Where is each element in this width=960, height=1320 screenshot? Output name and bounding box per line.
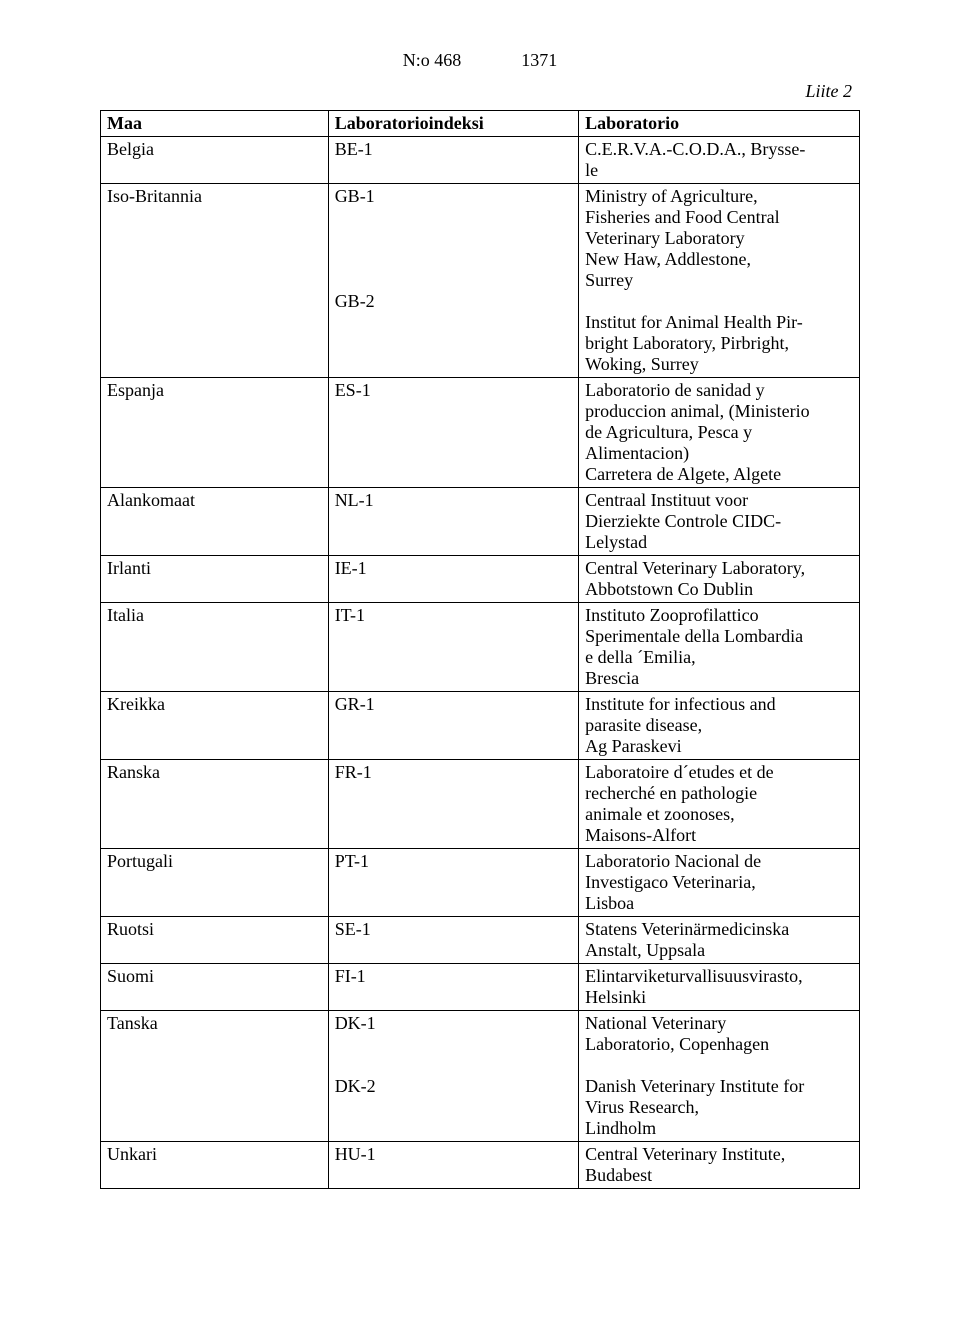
cell-index: IT-1 <box>328 603 578 692</box>
cell-lab: National Veterinary Laboratorio, Copenha… <box>579 1011 860 1142</box>
table-row: BelgiaBE-1C.E.R.V.A.-C.O.D.A., Brysse- l… <box>101 137 860 184</box>
cell-country: Iso-Britannia <box>101 184 329 378</box>
col-index: Laboratorioindeksi <box>328 111 578 137</box>
header-line: N:o 468 1371 <box>100 50 860 71</box>
cell-country: Irlanti <box>101 556 329 603</box>
cell-country: Portugali <box>101 849 329 917</box>
table-row: EspanjaES-1Laboratorio de sanidad y prod… <box>101 378 860 488</box>
cell-country: Kreikka <box>101 692 329 760</box>
cell-index: FR-1 <box>328 760 578 849</box>
table-body: BelgiaBE-1C.E.R.V.A.-C.O.D.A., Brysse- l… <box>101 137 860 1189</box>
attachment-label: Liite 2 <box>100 81 860 102</box>
cell-lab: Ministry of Agriculture, Fisheries and F… <box>579 184 860 378</box>
cell-index: NL-1 <box>328 488 578 556</box>
page: N:o 468 1371 Liite 2 Maa Laboratorioinde… <box>0 0 960 1320</box>
table-row: SuomiFI-1Elintarviketurvallisuusvirasto,… <box>101 964 860 1011</box>
table-row: AlankomaatNL-1Centraal Instituut voor Di… <box>101 488 860 556</box>
cell-index: GR-1 <box>328 692 578 760</box>
table-row: UnkariHU-1Central Veterinary Institute, … <box>101 1142 860 1189</box>
cell-lab: Instituto Zooprofilattico Sperimentale d… <box>579 603 860 692</box>
doc-number: N:o 468 <box>403 50 462 71</box>
cell-country: Espanja <box>101 378 329 488</box>
cell-index: HU-1 <box>328 1142 578 1189</box>
cell-index: ES-1 <box>328 378 578 488</box>
cell-lab: C.E.R.V.A.-C.O.D.A., Brysse- le <box>579 137 860 184</box>
cell-index: GB-1 GB-2 <box>328 184 578 378</box>
col-lab: Laboratorio <box>579 111 860 137</box>
cell-index: FI-1 <box>328 964 578 1011</box>
cell-country: Suomi <box>101 964 329 1011</box>
table-row: Iso-BritanniaGB-1 GB-2Ministry of Agricu… <box>101 184 860 378</box>
cell-lab: Institute for infectious and parasite di… <box>579 692 860 760</box>
cell-lab: Central Veterinary Laboratory, Abbotstow… <box>579 556 860 603</box>
cell-lab: Elintarviketurvallisuusvirasto, Helsinki <box>579 964 860 1011</box>
table-row: PortugaliPT-1Laboratorio Nacional de Inv… <box>101 849 860 917</box>
cell-lab: Central Veterinary Institute, Budabest <box>579 1142 860 1189</box>
table-row: KreikkaGR-1Institute for infectious and … <box>101 692 860 760</box>
cell-country: Belgia <box>101 137 329 184</box>
cell-country: Tanska <box>101 1011 329 1142</box>
table-row: IrlantiIE-1Central Veterinary Laboratory… <box>101 556 860 603</box>
cell-index: SE-1 <box>328 917 578 964</box>
page-number: 1371 <box>521 50 557 71</box>
cell-lab: Centraal Instituut voor Dierziekte Contr… <box>579 488 860 556</box>
cell-index: IE-1 <box>328 556 578 603</box>
table-row: RanskaFR-1Laboratoire d´etudes et de rec… <box>101 760 860 849</box>
cell-country: Italia <box>101 603 329 692</box>
cell-lab: Laboratorio de sanidad y produccion anim… <box>579 378 860 488</box>
col-country: Maa <box>101 111 329 137</box>
table-row: RuotsiSE-1Statens Veterinärmedicinska An… <box>101 917 860 964</box>
table-row: TanskaDK-1 DK-2National Veterinary Labor… <box>101 1011 860 1142</box>
cell-index: PT-1 <box>328 849 578 917</box>
laboratory-table: Maa Laboratorioindeksi Laboratorio Belgi… <box>100 110 860 1189</box>
cell-lab: Laboratorio Nacional de Investigaco Vete… <box>579 849 860 917</box>
table-row: ItaliaIT-1Instituto Zooprofilattico Sper… <box>101 603 860 692</box>
cell-lab: Laboratoire d´etudes et de recherché en … <box>579 760 860 849</box>
cell-index: BE-1 <box>328 137 578 184</box>
cell-index: DK-1 DK-2 <box>328 1011 578 1142</box>
cell-country: Alankomaat <box>101 488 329 556</box>
table-header-row: Maa Laboratorioindeksi Laboratorio <box>101 111 860 137</box>
cell-country: Ranska <box>101 760 329 849</box>
cell-lab: Statens Veterinärmedicinska Anstalt, Upp… <box>579 917 860 964</box>
cell-country: Unkari <box>101 1142 329 1189</box>
cell-country: Ruotsi <box>101 917 329 964</box>
